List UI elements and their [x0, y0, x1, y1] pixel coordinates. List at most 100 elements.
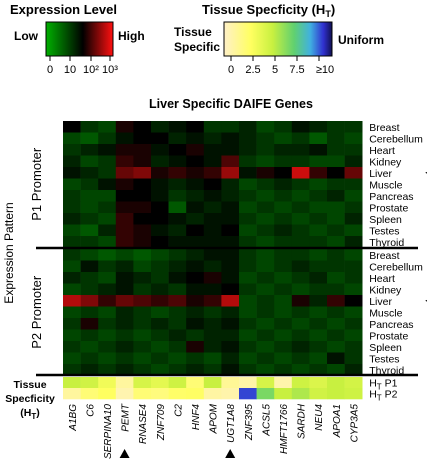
heatmap-cell [203, 260, 222, 273]
heatmap-cell [327, 352, 345, 365]
specificity-cell [133, 388, 152, 400]
heatmap-cell [151, 364, 169, 376]
heatmap-cell [327, 283, 345, 296]
heatmap-cell [186, 178, 205, 191]
heatmap-cell [63, 201, 81, 214]
heatmap-cell [186, 318, 205, 330]
heatmap-cell [80, 167, 99, 179]
heatmap-cell [327, 167, 345, 179]
heatmap-cell [151, 318, 169, 330]
heatmap-cell [133, 178, 152, 191]
heatmap-cell [115, 144, 134, 156]
heatmap-cell [291, 352, 310, 365]
heatmap-cell [327, 318, 345, 330]
heatmap-cell [344, 132, 363, 145]
heatmap-cell [291, 190, 310, 202]
heatmap-cell [168, 144, 187, 156]
heatmap-cell [309, 224, 328, 237]
heatmap-cell [133, 306, 152, 319]
heatmap-cell [221, 272, 240, 284]
heatmap-cell [168, 224, 187, 237]
specificity-cell [98, 377, 117, 389]
specificity-cell [309, 388, 328, 400]
heatmap-cell [274, 364, 293, 376]
heatmap-cell [168, 295, 187, 307]
heatmap-cell [63, 236, 81, 248]
heatmap-cell [344, 190, 363, 202]
specificity-cell [256, 388, 275, 400]
heatmap-cell [203, 249, 222, 261]
heatmap-cell [274, 155, 293, 168]
heatmap-cell [239, 364, 257, 376]
heatmap-cell [327, 190, 345, 202]
heatmap-cell [327, 121, 345, 133]
heatmap-cell [63, 318, 81, 330]
heatmap-cell [274, 341, 293, 353]
heatmap-cell [133, 132, 152, 145]
heatmap-cell [151, 213, 169, 225]
heatmap-cell [203, 155, 222, 168]
heatmap-cell [98, 190, 117, 202]
tissue-label: Thyroid [369, 237, 404, 249]
heatmap-cell [256, 283, 275, 296]
heatmap-cell [274, 329, 293, 342]
heatmap-cell [344, 341, 363, 353]
heatmap-cell [256, 236, 275, 248]
heatmap-cell [115, 132, 134, 145]
heatmap-cell [327, 224, 345, 237]
heatmap-cell [291, 260, 310, 273]
heatmap-cell [274, 178, 293, 191]
heatmap-cell [186, 329, 205, 342]
heatmap-cell [344, 121, 363, 133]
heatmap-cell [151, 295, 169, 307]
heatmap-cell [168, 201, 187, 214]
heatmap-cell [98, 144, 117, 156]
heatmap-cell [168, 272, 187, 284]
heatmap-cell [115, 213, 134, 225]
heatmap-cell [344, 178, 363, 191]
heatmap-cell [98, 318, 117, 330]
heatmap-cell [168, 260, 187, 273]
heatmap-cell [63, 260, 81, 273]
heatmap-cell [186, 272, 205, 284]
heatmap-cell [221, 236, 240, 248]
heatmap-cell [186, 341, 205, 353]
heatmap-cell [151, 272, 169, 284]
heatmap-cell [203, 272, 222, 284]
specificity-cell [63, 377, 81, 389]
heatmap-cell [309, 306, 328, 319]
heatmap-cell [291, 178, 310, 191]
heatmap-cell [327, 272, 345, 284]
heatmap-cell [256, 178, 275, 191]
heatmap-cell [256, 295, 275, 307]
heatmap-cell [186, 260, 205, 273]
heatmap-cell [151, 236, 169, 248]
heatmap-cell [327, 132, 345, 145]
tissue-label: Spleen [369, 342, 402, 354]
heatmap-cell [80, 178, 99, 191]
heatmap-cell [274, 132, 293, 145]
heatmap-cell [327, 213, 345, 225]
heatmap-cell [151, 352, 169, 365]
heatmap-cell [133, 260, 152, 273]
heatmap-cell [291, 295, 310, 307]
y-axis-label: Expression Pattern [2, 202, 16, 303]
heatmap-cell [274, 249, 293, 261]
heatmap-cell [63, 341, 81, 353]
heatmap-cell [327, 260, 345, 273]
heatmap-cell [221, 167, 240, 179]
tissue-label: Liver [369, 296, 392, 308]
heatmap-cell [186, 167, 205, 179]
heatmap-cell [133, 190, 152, 202]
heatmap-cell [186, 236, 205, 248]
heatmap-cell [291, 132, 310, 145]
tissue-label: Heart [369, 273, 395, 285]
heatmap-cell [309, 201, 328, 214]
heatmap-cell [291, 329, 310, 342]
heatmap-cell [309, 249, 328, 261]
heatmap-cell [221, 341, 240, 353]
heatmap-cell [98, 341, 117, 353]
heatmap-cell [256, 167, 275, 179]
heatmap-cell [133, 201, 152, 214]
heatmap-cell [151, 144, 169, 156]
